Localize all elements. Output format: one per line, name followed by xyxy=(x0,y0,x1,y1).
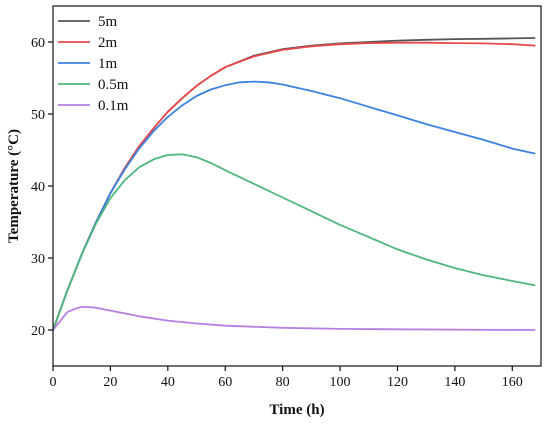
y-tick-label: 30 xyxy=(31,252,45,267)
x-tick-label: 120 xyxy=(387,375,408,390)
legend-label: 0.5m xyxy=(98,77,129,93)
x-tick-label: 0 xyxy=(50,375,57,390)
y-tick-label: 20 xyxy=(31,324,45,339)
x-tick-label: 60 xyxy=(218,375,232,390)
series-line-4 xyxy=(52,306,536,331)
y-tick-label: 50 xyxy=(31,108,45,123)
series-line-3 xyxy=(52,153,536,331)
series-line-2 xyxy=(52,80,536,331)
x-axis-title: Time (h) xyxy=(269,402,324,418)
x-tick-label: 160 xyxy=(502,375,523,390)
legend: 5m 2m 1m 0.5m 0.1m xyxy=(58,14,129,114)
legend-label: 0.1m xyxy=(98,98,129,114)
y-tick-label: 40 xyxy=(31,180,45,195)
legend-label: 5m xyxy=(98,14,118,30)
x-axis: 0 20 40 60 80 100 120 140 160 xyxy=(50,366,523,390)
y-tick-label: 60 xyxy=(31,36,45,51)
legend-label: 2m xyxy=(98,35,118,51)
x-tick-label: 100 xyxy=(330,375,351,390)
y-axis-title: Temperature (°C) xyxy=(6,129,22,243)
y-axis: 20 30 40 50 60 xyxy=(31,36,53,339)
x-tick-label: 20 xyxy=(103,375,117,390)
x-tick-label: 40 xyxy=(161,375,175,390)
plot-frame xyxy=(52,5,542,367)
legend-label: 1m xyxy=(98,56,118,72)
plot-lines xyxy=(52,37,536,331)
x-tick-label: 140 xyxy=(444,375,465,390)
x-tick-label: 80 xyxy=(276,375,290,390)
